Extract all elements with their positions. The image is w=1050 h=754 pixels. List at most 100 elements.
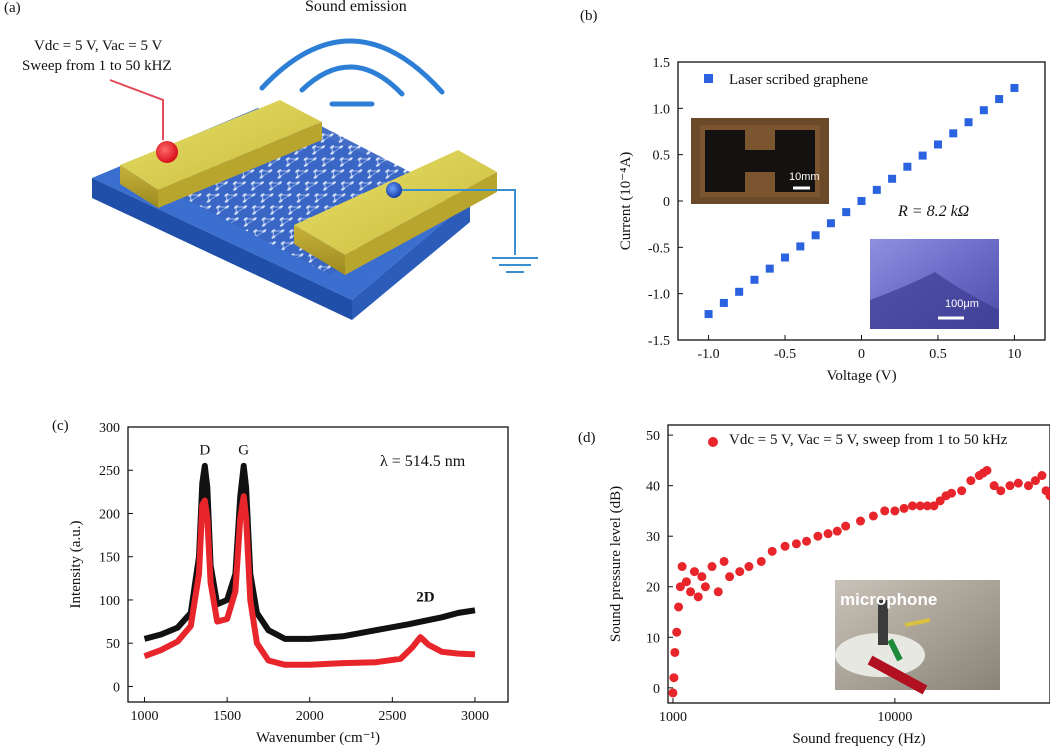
data-point <box>899 503 909 513</box>
x-axis-label: Sound frequency (Hz) <box>792 731 925 747</box>
data-point <box>802 536 812 546</box>
data-point <box>935 496 945 506</box>
data-point <box>689 567 699 577</box>
data-point <box>725 572 735 582</box>
data-point <box>957 486 967 496</box>
data-point <box>744 562 754 572</box>
data-point <box>1045 491 1050 501</box>
y-tick-label: 250 <box>99 464 120 479</box>
x-tick-label: -0.5 <box>774 347 796 362</box>
data-point <box>765 264 774 273</box>
panel-d-inset-text: microphone <box>840 590 938 609</box>
data-point <box>796 242 805 251</box>
data-point <box>693 592 703 602</box>
x-axis-label: Wavenumber (cm⁻¹) <box>256 730 380 746</box>
y-tick-label: 300 <box>99 421 120 436</box>
data-point <box>735 567 745 577</box>
data-point <box>903 162 912 171</box>
peak-label-g: G <box>238 443 249 459</box>
x-tick-label: 1000 <box>659 710 687 725</box>
data-point <box>1023 481 1033 491</box>
panel-b-inset-photo <box>691 118 829 204</box>
y-tick-label: 0.5 <box>653 149 671 164</box>
data-point <box>1037 471 1047 481</box>
axes-frame <box>127 426 509 703</box>
data-point <box>868 511 878 521</box>
data-point <box>915 501 925 511</box>
y-tick-label: 30 <box>646 530 660 545</box>
y-tick-label: 50 <box>106 637 120 652</box>
y-tick-label: 50 <box>646 429 660 444</box>
x-tick-label: 0.5 <box>929 347 947 362</box>
data-point <box>995 95 1004 104</box>
y-axis-label: Current (10⁻⁴A) <box>618 152 634 251</box>
panel-b-inset1-scale: 10mm <box>789 171 820 183</box>
data-point <box>826 219 835 228</box>
data-point <box>947 488 957 498</box>
x-tick-label: 1000 <box>131 709 159 724</box>
panel-d-chart: 1000 10000 0 10 20 30 40 50 Sound frequency (Hz)… <box>608 424 1050 747</box>
data-point <box>872 185 881 194</box>
sound-wave-icon <box>259 38 445 107</box>
x-tick-label: 10000 <box>877 710 912 725</box>
panel-a-label: (a) <box>4 0 21 16</box>
panel-b-inset2-scale: 100μm <box>945 298 979 310</box>
right-electrode <box>294 150 497 275</box>
data-point <box>888 174 897 183</box>
data-point <box>842 208 851 217</box>
data-point <box>719 298 728 307</box>
data-point <box>982 465 992 475</box>
panel-b-label: (b) <box>580 8 598 24</box>
data-point <box>780 541 790 551</box>
drive-condition-line1: Vdc = 5 V, Vac = 5 V <box>34 38 163 54</box>
y-tick-label: 0 <box>113 680 120 695</box>
x-tick-label: 3000 <box>461 709 489 724</box>
spectrum-line-red <box>143 493 476 668</box>
data-point <box>697 572 707 582</box>
data-point <box>813 531 823 541</box>
panel-a-schematic <box>92 38 538 320</box>
peak-label-2d: 2D <box>416 590 435 606</box>
x-tick-label: 10 <box>1007 347 1021 362</box>
data-point <box>707 562 717 572</box>
peak-label-d: D <box>199 443 210 459</box>
y-tick-label: 1.0 <box>653 102 671 117</box>
legend-marker <box>708 437 718 447</box>
data-point <box>918 151 927 160</box>
left-electrode <box>120 100 322 208</box>
data-point <box>756 556 766 566</box>
x-tick-label: 2000 <box>296 709 324 724</box>
x-tick-label: 1500 <box>213 709 241 724</box>
axes-frame <box>667 424 1050 704</box>
data-point <box>1005 481 1015 491</box>
y-tick-label: -0.5 <box>648 241 670 256</box>
data-point <box>922 501 932 511</box>
data-point <box>890 506 900 516</box>
legend-marker <box>704 74 713 83</box>
data-point <box>767 546 777 556</box>
data-point <box>672 627 682 637</box>
data-point <box>1010 83 1019 92</box>
data-point <box>1013 478 1023 488</box>
data-point <box>674 602 684 612</box>
data-point <box>669 673 679 683</box>
data-point <box>823 529 833 539</box>
data-point <box>832 526 842 536</box>
data-point <box>811 231 820 240</box>
data-point <box>855 516 865 526</box>
panel-b-resistance-annotation: R = 8.2 kΩ <box>898 203 970 220</box>
y-tick-label: 20 <box>646 581 660 596</box>
data-point <box>880 506 890 516</box>
y-tick-label: 100 <box>99 594 120 609</box>
x-tick-label: 0 <box>858 347 865 362</box>
panel-c-chart: 1000 1500 2000 2500 3000 0 50 100 150 200 250 300 Wa… <box>68 421 509 746</box>
red-contact-icon <box>156 141 178 163</box>
sound-emission-title: Sound emission <box>305 0 407 15</box>
data-point <box>791 539 801 549</box>
y-tick-label: 150 <box>99 551 120 566</box>
panel-c-wavelength-annotation: λ = 514.5 nm <box>380 453 466 470</box>
x-tick-label: -1.0 <box>697 347 719 362</box>
data-point <box>719 556 729 566</box>
x-tick-label: 2500 <box>378 709 406 724</box>
